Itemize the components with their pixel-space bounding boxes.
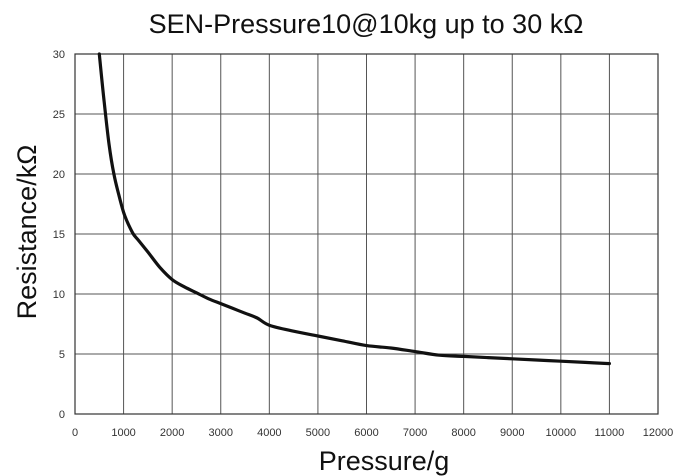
x-tick-label: 0 [72, 427, 78, 439]
y-tick-label: 30 [53, 49, 65, 61]
x-tick-label: 6000 [354, 427, 378, 439]
x-axis-ticks: 0 1000 2000 3000 4000 5000 6000 7000 8000 9000 100… [72, 427, 673, 439]
x-tick-label: 9000 [500, 427, 524, 439]
y-tick-label: 25 [53, 109, 65, 121]
x-tick-label: 11000 [595, 427, 625, 439]
y-tick-label: 15 [53, 229, 65, 241]
y-tick-label: 0 [59, 409, 65, 421]
y-axis-label: Resistance/kΩ [12, 145, 42, 320]
x-tick-label: 12000 [643, 427, 674, 439]
x-axis-label: Pressure/g [319, 446, 450, 476]
y-tick-label: 20 [53, 169, 65, 181]
y-tick-label: 5 [59, 349, 65, 361]
x-tick-label: 3000 [209, 427, 233, 439]
x-tick-label: 1000 [111, 427, 135, 439]
x-tick-label: 7000 [403, 427, 427, 439]
x-tick-label: 4000 [257, 427, 281, 439]
x-tick-label: 8000 [451, 427, 475, 439]
x-tick-label: 10000 [546, 427, 577, 439]
plot-frame [74, 53, 659, 415]
series-line [97, 52, 611, 366]
y-tick-label: 10 [53, 289, 65, 301]
grid [74, 53, 659, 415]
y-axis-ticks: 0 5 10 15 20 25 30 [53, 49, 65, 421]
x-tick-label: 5000 [306, 427, 330, 439]
chart-title: SEN-Pressure10@10kg up to 30 kΩ [149, 9, 584, 39]
x-tick-label: 2000 [160, 427, 184, 439]
